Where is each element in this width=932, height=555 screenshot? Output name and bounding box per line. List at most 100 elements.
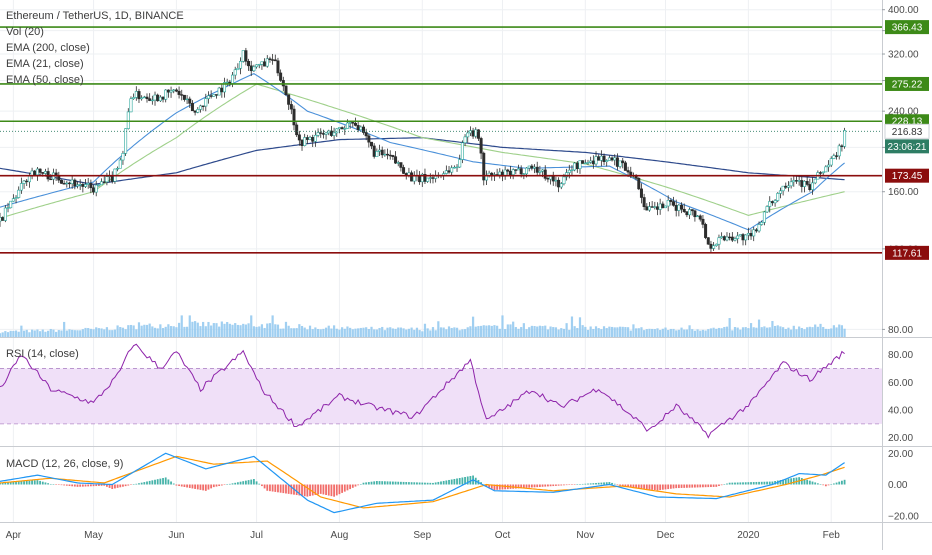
macd-histogram-bar: [416, 482, 418, 485]
candle-body: [367, 135, 371, 143]
candle-body: [284, 85, 288, 95]
macd-histogram-bar: [752, 482, 755, 485]
volume-bar: [103, 329, 106, 337]
macd-histogram-bar: [92, 484, 95, 487]
volume-bar: [389, 327, 392, 337]
candle-body: [629, 171, 633, 176]
macd-histogram-bar: [343, 484, 346, 492]
candle-body: [300, 139, 304, 146]
macd-histogram-bar: [378, 481, 381, 485]
candle-body: [255, 64, 259, 68]
candle-body: [565, 172, 569, 178]
candle-body: [637, 177, 641, 190]
volume-bar: [536, 326, 539, 337]
candle-body: [158, 96, 162, 102]
candle: [535, 161, 539, 176]
volume-bar: [30, 329, 34, 337]
volume-bar: [643, 330, 646, 337]
candle-body: [835, 155, 839, 157]
volume-bar: [381, 326, 384, 337]
macd-histogram-bar: [111, 484, 114, 490]
macd-histogram-bar: [699, 484, 702, 488]
rsi-band: [0, 368, 882, 424]
macd-histogram-bar: [819, 484, 822, 485]
candle-body: [303, 137, 307, 146]
candle-body: [607, 157, 611, 161]
macd-histogram-bar: [381, 481, 384, 485]
volume-bar: [790, 329, 793, 337]
macd-histogram-bar: [79, 484, 82, 487]
volume-bar: [664, 327, 667, 337]
volume-bar: [84, 327, 87, 337]
candle-body: [837, 145, 841, 157]
volume-bar: [522, 323, 525, 337]
macd-histogram-bar: [223, 484, 226, 485]
volume-bar: [479, 325, 483, 337]
macd-histogram-bar: [461, 477, 464, 485]
candle-body: [768, 201, 772, 207]
volume-bar: [488, 325, 491, 337]
macd-histogram-bar: [170, 481, 172, 485]
candle-body: [70, 179, 74, 184]
candle-body: [65, 182, 69, 185]
candle-body: [741, 234, 745, 241]
candle-body: [236, 67, 240, 71]
macd-histogram-bar: [298, 484, 301, 496]
macd-histogram-bar: [250, 479, 253, 485]
candle-body: [431, 177, 435, 179]
volume-bar: [405, 329, 408, 337]
macd-histogram-bar: [236, 482, 239, 485]
macd-histogram-bar: [186, 484, 188, 488]
volume-bar: [560, 328, 563, 337]
volume-bar: [167, 324, 170, 337]
candle-body: [653, 206, 657, 208]
macd-histogram-bar: [619, 484, 621, 486]
macd-histogram-bar: [191, 484, 194, 489]
macd-histogram-bar: [736, 482, 739, 485]
rsi-tick-label: 60.00: [888, 378, 913, 389]
candle-body: [353, 122, 357, 126]
candle-body: [813, 178, 817, 184]
volume-bar: [573, 326, 576, 337]
macd-histogram-bar: [600, 482, 603, 485]
candle: [829, 156, 833, 167]
ema50-line: [0, 83, 845, 219]
volume-bar: [194, 321, 197, 337]
candle-body: [784, 185, 788, 188]
macd-histogram-bar: [68, 484, 71, 486]
macd-histogram-bar: [202, 484, 205, 491]
candle: [602, 153, 606, 166]
candle: [570, 165, 574, 176]
macd-histogram-bar: [413, 482, 416, 485]
macd-histogram-bar: [707, 484, 710, 488]
macd-histogram-bar: [25, 480, 28, 485]
volume-bar: [260, 324, 264, 337]
volume-bar: [731, 330, 734, 337]
macd-histogram: [0, 475, 846, 497]
candle: [273, 54, 277, 62]
candle: [581, 160, 585, 164]
volume-bar: [798, 326, 801, 337]
candle: [805, 176, 809, 187]
macd-histogram-bar: [750, 482, 752, 485]
candle-body: [642, 197, 646, 208]
volume-bar: [469, 326, 472, 337]
candle: [559, 182, 563, 190]
macd-histogram-bar: [389, 481, 392, 485]
candle-body: [276, 60, 280, 74]
candle-body: [148, 98, 152, 101]
macd-histogram-bar: [814, 482, 817, 485]
candle-body: [567, 169, 571, 173]
candle: [100, 178, 104, 186]
volume-bar: [220, 321, 223, 337]
volume-bar: [20, 325, 23, 337]
candle: [586, 159, 590, 165]
volume-bar: [210, 325, 213, 337]
candle-body: [161, 96, 165, 100]
macd-histogram-bar: [555, 484, 557, 486]
countdown-tag: [885, 139, 929, 154]
volume-bar: [335, 328, 338, 337]
volume-bar: [608, 326, 611, 337]
macd-histogram-bar: [244, 480, 247, 485]
macd-histogram-bar: [4, 482, 7, 485]
